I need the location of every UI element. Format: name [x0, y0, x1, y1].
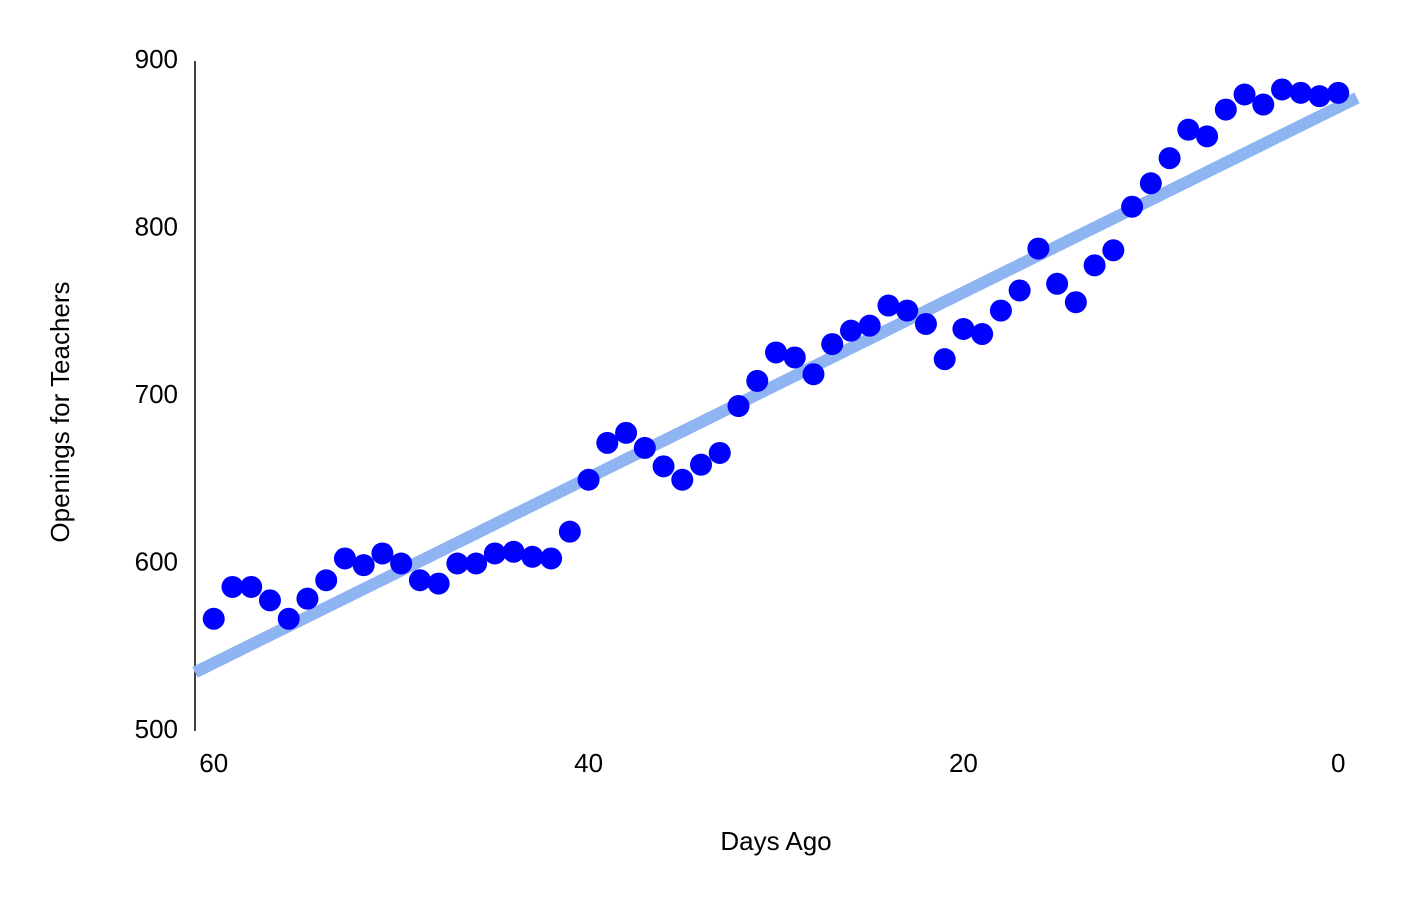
- y-tick-label: 900: [135, 44, 178, 74]
- point: [952, 318, 975, 340]
- point: [483, 542, 506, 565]
- point: [671, 468, 694, 491]
- x-tick-label: 20: [949, 748, 978, 778]
- point: [1214, 98, 1237, 121]
- point: [465, 552, 488, 575]
- point: [783, 346, 806, 369]
- point: [1271, 78, 1294, 101]
- point: [989, 299, 1012, 322]
- point: [896, 299, 919, 322]
- point: [914, 312, 937, 335]
- point: [615, 421, 638, 444]
- point: [1233, 83, 1256, 106]
- point: [1046, 272, 1069, 295]
- x-tick-label: 40: [574, 748, 603, 778]
- x-tick-label: 0: [1331, 748, 1345, 778]
- point: [690, 453, 713, 476]
- point: [333, 547, 356, 570]
- point: [502, 540, 525, 563]
- point: [1121, 195, 1144, 218]
- point: [1252, 93, 1275, 116]
- point: [839, 319, 862, 342]
- y-tick-label: 800: [135, 211, 178, 241]
- point: [1177, 118, 1200, 141]
- point: [521, 545, 544, 568]
- y-tick-label: 500: [135, 714, 178, 744]
- point: [596, 431, 619, 454]
- point: [821, 333, 844, 356]
- point: [746, 369, 769, 392]
- point: [446, 552, 469, 575]
- point: [652, 455, 675, 478]
- point: [1327, 81, 1350, 104]
- point: [558, 520, 581, 543]
- y-tick-label: 600: [135, 546, 178, 576]
- point: [390, 552, 413, 575]
- point: [1158, 147, 1181, 170]
- point: [877, 294, 900, 317]
- point: [352, 554, 375, 577]
- y-tick-label: 700: [135, 379, 178, 409]
- point: [933, 348, 956, 371]
- point: [540, 547, 563, 570]
- point: [371, 542, 394, 565]
- point: [802, 363, 825, 386]
- point: [408, 569, 431, 592]
- point: [1064, 291, 1087, 314]
- point: [296, 587, 319, 610]
- point: [858, 314, 881, 337]
- point: [1083, 254, 1106, 277]
- y-axis-label: Openings for Teachers: [45, 281, 75, 542]
- point: [765, 341, 787, 364]
- point: [315, 569, 338, 592]
- x-axis-label: Days Ago: [720, 826, 831, 856]
- trendline: [192, 92, 1360, 678]
- x-tick-label: 60: [199, 748, 228, 778]
- point: [221, 575, 244, 598]
- point: [1308, 85, 1331, 108]
- point: [258, 589, 281, 612]
- point: [1289, 81, 1312, 104]
- point: [1196, 125, 1219, 148]
- point: [633, 436, 656, 459]
- point: [971, 323, 994, 346]
- point: [1102, 239, 1125, 262]
- point: [202, 607, 225, 630]
- point: [427, 572, 450, 595]
- point: [727, 395, 750, 418]
- point: [1027, 237, 1050, 260]
- point: [1008, 279, 1031, 302]
- point: [577, 468, 600, 491]
- point: [277, 607, 300, 630]
- point: [240, 575, 263, 598]
- point: [708, 441, 731, 464]
- point: [1139, 172, 1162, 195]
